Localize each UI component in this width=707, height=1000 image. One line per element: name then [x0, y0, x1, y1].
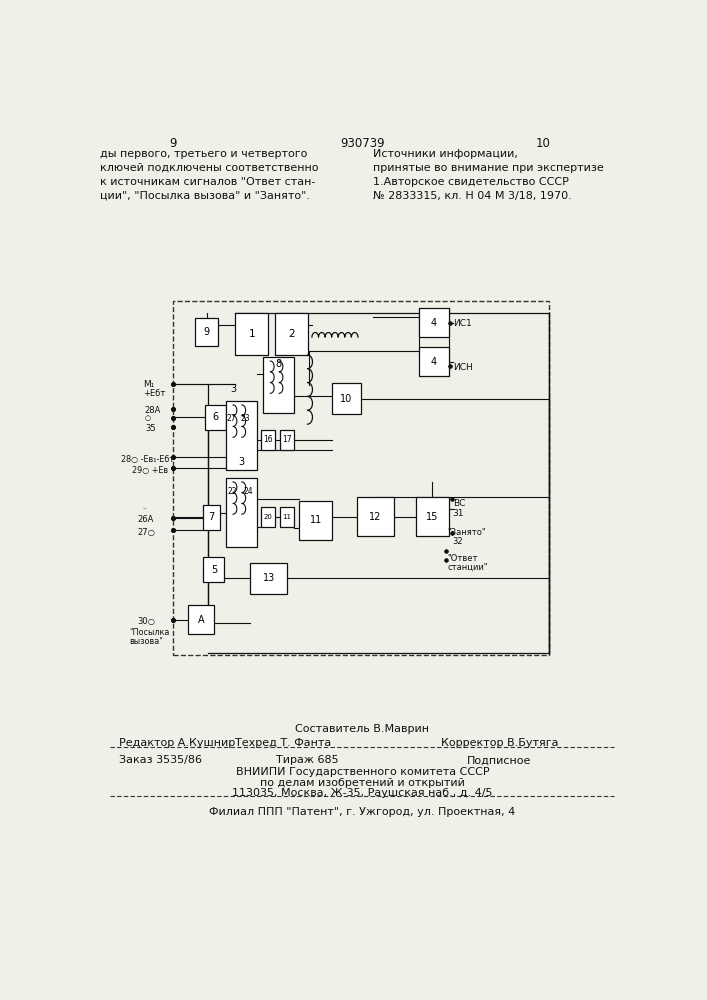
Text: +Eбт: +Eбт	[144, 389, 165, 398]
Text: Корректор В.Бутяга: Корректор В.Бутяга	[440, 738, 558, 748]
Bar	[261, 430, 275, 450]
Text: 2: 2	[288, 329, 294, 339]
Text: к источникам сигналов "Ответ стан-: к источникам сигналов "Ответ стан-	[100, 177, 316, 187]
Text: 9: 9	[170, 137, 177, 150]
Text: 3: 3	[230, 384, 237, 394]
Text: 10: 10	[340, 394, 353, 404]
Text: А: А	[198, 615, 204, 625]
Text: 30○: 30○	[138, 617, 156, 626]
Text: ции", "Посылка вызова" и "Занято".: ции", "Посылка вызова" и "Занято".	[100, 191, 310, 201]
Text: ды первого, третьего и четвертого: ды первого, третьего и четвертого	[100, 149, 308, 159]
Text: ВНИИПИ Государственного комитета СССР: ВНИИПИ Государственного комитета СССР	[235, 767, 489, 777]
Bar	[204, 557, 224, 582]
Text: 28○ -Ев₁-Eбт: 28○ -Ев₁-Eбт	[122, 455, 175, 464]
Text: Подписное: Подписное	[467, 755, 532, 765]
Text: 15: 15	[426, 512, 438, 522]
Text: 930739: 930739	[340, 137, 385, 150]
Text: 1.Авторское свидетельство СССР: 1.Авторское свидетельство СССР	[373, 177, 569, 187]
Bar	[205, 405, 226, 430]
Text: ВС: ВС	[452, 499, 465, 508]
Text: 28А: 28А	[145, 406, 161, 415]
Text: вызова": вызова"	[129, 637, 163, 646]
Text: "Занято": "Занято"	[448, 528, 486, 537]
Text: 7: 7	[209, 512, 215, 522]
Text: Редактор А.Кушнир: Редактор А.Кушнир	[119, 738, 235, 748]
Text: принятые во внимание при экспертизе: принятые во внимание при экспертизе	[373, 163, 604, 173]
Text: 16: 16	[263, 435, 273, 444]
Text: ⁻: ⁻	[138, 505, 146, 514]
Bar	[275, 312, 308, 355]
Text: 5: 5	[211, 565, 217, 575]
Bar	[419, 308, 449, 337]
Text: Тираж 685: Тираж 685	[276, 755, 339, 765]
Text: 8: 8	[276, 359, 281, 369]
Text: № 2833315, кл. Н 04 М 3/18, 1970.: № 2833315, кл. Н 04 М 3/18, 1970.	[373, 191, 572, 201]
Text: 4: 4	[431, 357, 437, 367]
Bar	[195, 318, 218, 346]
Text: 32: 32	[452, 537, 463, 546]
Text: Заказ 3535/86: Заказ 3535/86	[119, 755, 201, 765]
Text: 17: 17	[282, 435, 292, 444]
Text: 12: 12	[369, 512, 382, 522]
Text: Источники информации,: Источники информации,	[373, 149, 518, 159]
Bar	[332, 383, 361, 414]
Text: 20: 20	[264, 514, 272, 520]
Bar	[357, 497, 394, 536]
Bar	[262, 357, 294, 413]
Bar	[188, 605, 214, 634]
Text: ИСН: ИСН	[452, 363, 472, 372]
Bar	[226, 401, 257, 470]
Text: 35: 35	[145, 424, 156, 433]
Text: Составитель В.Маврин: Составитель В.Маврин	[296, 724, 429, 734]
Text: станции": станции"	[448, 563, 488, 572]
Bar	[261, 507, 275, 527]
Bar	[173, 301, 549, 655]
Text: 13: 13	[262, 573, 275, 583]
Bar	[299, 501, 332, 540]
Text: ключей подключены соответственно: ключей подключены соответственно	[100, 163, 319, 173]
Bar	[226, 478, 257, 547]
Text: "Ответ: "Ответ	[448, 554, 478, 563]
Text: ИС1: ИС1	[452, 319, 472, 328]
Text: 23: 23	[241, 414, 250, 423]
Text: 24: 24	[243, 487, 253, 496]
Bar	[204, 505, 220, 530]
Text: 6: 6	[212, 412, 218, 422]
Text: 10: 10	[536, 137, 551, 150]
Text: Филиал ППП "Патент", г. Ужгород, ул. Проектная, 4: Филиал ППП "Патент", г. Ужгород, ул. Про…	[209, 807, 515, 817]
Text: 11: 11	[283, 514, 291, 520]
Text: "Посылка: "Посылка	[129, 628, 170, 637]
Text: 31: 31	[452, 509, 464, 518]
Text: 27: 27	[226, 414, 235, 423]
Text: ○: ○	[145, 415, 151, 421]
Text: 1: 1	[248, 329, 255, 339]
Bar	[416, 497, 449, 536]
Text: М₁: М₁	[144, 380, 155, 389]
Text: 113035, Москва, Ж-35, Раушская наб., д. 4/5: 113035, Москва, Ж-35, Раушская наб., д. …	[232, 788, 493, 798]
Text: 4: 4	[431, 318, 437, 328]
Text: 26А: 26А	[138, 515, 154, 524]
Text: 11: 11	[310, 515, 322, 525]
Text: Техред Т. Фанта: Техред Т. Фанта	[235, 738, 331, 748]
Text: 22: 22	[227, 487, 237, 496]
Bar	[419, 347, 449, 376]
Text: 3: 3	[238, 457, 245, 467]
Bar	[280, 507, 294, 527]
Bar	[250, 563, 287, 594]
Text: 9: 9	[204, 327, 210, 337]
Text: по делам изобретений и открытий: по делам изобретений и открытий	[260, 778, 464, 788]
Bar	[280, 430, 294, 450]
Bar	[235, 312, 268, 355]
Text: 27○: 27○	[138, 528, 156, 537]
Text: 29○ +Ев: 29○ +Ев	[132, 466, 168, 475]
